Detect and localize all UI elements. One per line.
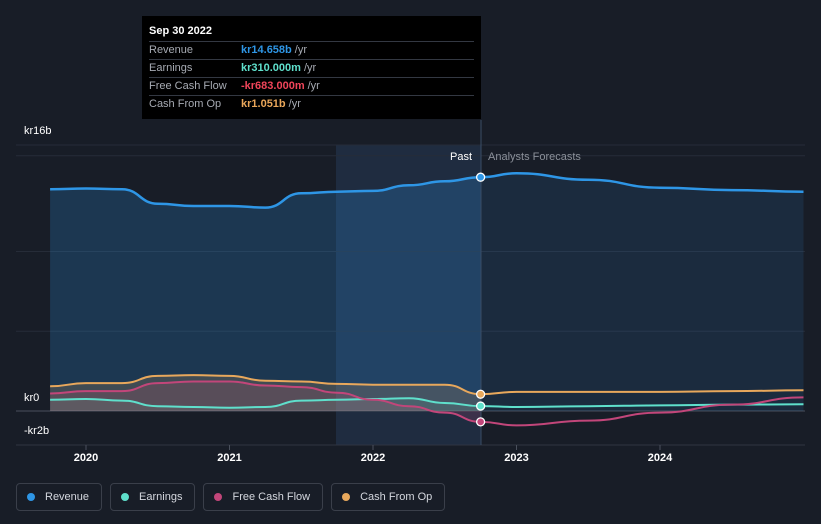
- series-line-cash-from-op: [50, 374, 804, 396]
- past-highlight-band: [336, 145, 481, 445]
- tooltip-markers: [475, 172, 486, 427]
- y-tick-bottom: -kr2b: [24, 425, 50, 437]
- legend-item-cash-from-op[interactable]: Cash From Op: [331, 483, 446, 511]
- legend-dot-icon: [121, 493, 130, 501]
- y-tick-zero: kr0: [24, 392, 40, 404]
- tooltip-label: Free Cash Flow: [149, 80, 227, 92]
- legend-label: Revenue: [45, 491, 90, 503]
- past-label: Past: [450, 151, 472, 163]
- tooltip-unit: /yr: [294, 44, 307, 56]
- series-line-free-cash-flow: [50, 380, 804, 427]
- legend-label: Earnings: [139, 491, 183, 503]
- legend: Revenue Earnings Free Cash Flow Cash Fro…: [16, 483, 446, 511]
- legend-label: Free Cash Flow: [232, 491, 311, 503]
- tooltip-unit: /yr: [288, 98, 301, 110]
- series-area-free-cash-flow: [50, 381, 481, 422]
- tooltip-row-earnings: Earnings kr310.000m /yr: [149, 59, 474, 77]
- y-tick-top: kr16b: [24, 125, 52, 137]
- legend-item-free-cash-flow[interactable]: Free Cash Flow: [203, 483, 324, 511]
- series-lines: [50, 172, 804, 427]
- forecast-label: Analysts Forecasts: [488, 151, 581, 163]
- marker-free-cash-flow: [475, 417, 486, 427]
- tooltip-row-cash-from-op: Cash From Op kr1.051b /yr: [149, 95, 474, 113]
- x-tick-label: 2020: [74, 452, 98, 464]
- x-tick-label: 2024: [648, 452, 673, 464]
- legend-item-earnings[interactable]: Earnings: [110, 483, 196, 511]
- legend-dot-icon: [27, 493, 35, 501]
- tooltip-value: kr1.051b: [241, 98, 286, 110]
- series-area-earnings: [50, 398, 481, 411]
- tooltip-value: kr14.658b: [241, 44, 292, 56]
- x-axis-ticks: 2020 2021 2022 2023 2024: [74, 445, 673, 464]
- series-area-revenue: [50, 177, 481, 411]
- marker-earnings: [475, 401, 486, 411]
- tooltip-date: Sep 30 2022: [149, 25, 212, 37]
- x-tick-label: 2022: [361, 452, 385, 464]
- legend-item-revenue[interactable]: Revenue: [16, 483, 103, 511]
- tooltip-label: Revenue: [149, 44, 194, 56]
- marker-revenue: [475, 172, 486, 182]
- legend-dot-icon: [214, 493, 223, 501]
- series-line-revenue: [50, 172, 804, 209]
- tooltip-label: Earnings: [149, 62, 193, 74]
- x-tick-label: 2021: [217, 452, 241, 464]
- tooltip-row-free-cash-flow: Free Cash Flow -kr683.000m /yr: [149, 77, 474, 95]
- gridlines: [16, 144, 805, 446]
- legend-label: Cash From Op: [360, 491, 433, 503]
- tooltip-value: -kr683.000m: [241, 80, 305, 92]
- tooltip-label: Cash From Op: [149, 98, 222, 110]
- legend-dot-icon: [342, 493, 351, 501]
- series-area-forecast-revenue: [480, 173, 804, 411]
- tooltip: Sep 30 2022 Revenue kr14.658b /yr Earnin…: [142, 16, 481, 119]
- tooltip-row-revenue: Revenue kr14.658b /yr: [149, 41, 474, 59]
- marker-cash-from-op: [475, 389, 486, 399]
- tooltip-unit: /yr: [307, 80, 320, 92]
- tooltip-unit: /yr: [303, 62, 317, 74]
- tooltip-value: kr310.000m: [241, 62, 301, 74]
- x-tick-label: 2023: [504, 452, 528, 464]
